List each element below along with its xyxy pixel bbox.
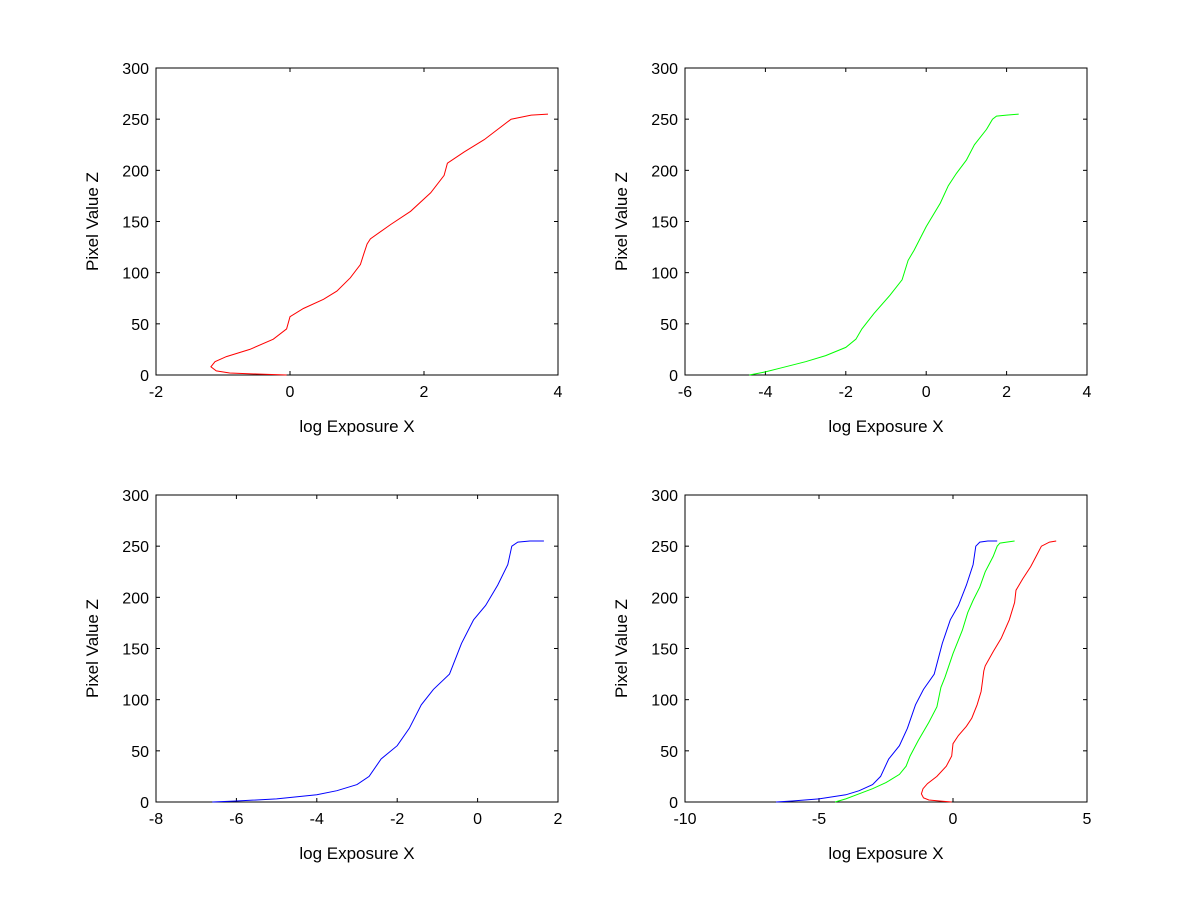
series-line-3	[920, 540, 1057, 803]
y-tick-label: 0	[140, 368, 149, 385]
y-tick-label: 300	[122, 488, 149, 505]
y-tick-label: 50	[131, 744, 149, 761]
y-tick-label: 250	[651, 539, 678, 556]
x-axis-label: log Exposure X	[828, 417, 943, 436]
subplot-2: -6 -4 -2 0 2 4 0 50 100 150 200 250 300 log Exposure …	[612, 61, 1092, 436]
series-line-1	[749, 113, 1019, 376]
y-tick-label: 100	[651, 693, 678, 710]
y-tick-label: 300	[651, 61, 678, 78]
x-tick-label: 4	[554, 384, 563, 401]
x-tick-label: 2	[554, 811, 563, 828]
y-axis-label: Pixel Value Z	[83, 599, 102, 698]
x-tick-label: 2	[420, 384, 429, 401]
x-tick-label: -6	[678, 384, 692, 401]
x-tick-label: 2	[1002, 384, 1011, 401]
x-tick-label: -2	[839, 384, 853, 401]
y-tick-label: 250	[122, 112, 149, 129]
y-tick-label: 250	[122, 539, 149, 556]
y-tick-label: 100	[122, 693, 149, 710]
y-tick-label: 0	[669, 795, 678, 812]
y-tick-label: 50	[660, 744, 678, 761]
x-tick-label: -2	[149, 384, 163, 401]
y-axis-label: Pixel Value Z	[612, 599, 631, 698]
x-tick-label: 4	[1083, 384, 1092, 401]
x-tick-label: 0	[949, 811, 958, 828]
y-tick-label: 150	[122, 215, 149, 232]
y-tick-label: 200	[122, 163, 149, 180]
y-tick-label: 0	[140, 795, 149, 812]
y-tick-label: 0	[669, 368, 678, 385]
x-tick-label: 0	[473, 811, 482, 828]
y-tick-label: 100	[651, 266, 678, 283]
y-tick-label: 200	[122, 590, 149, 607]
y-tick-label: 300	[651, 488, 678, 505]
x-tick-label: 0	[922, 384, 931, 401]
y-axis-label: Pixel Value Z	[612, 172, 631, 271]
series-line-1	[212, 540, 544, 803]
y-tick-label: 200	[651, 590, 678, 607]
plot-frame	[684, 67, 1088, 376]
x-tick-label: -5	[812, 811, 826, 828]
y-tick-label: 150	[122, 642, 149, 659]
y-axis-label: Pixel Value Z	[83, 172, 102, 271]
x-tick-label: -10	[673, 811, 696, 828]
y-tick-label: 300	[122, 61, 149, 78]
series-line-1	[210, 113, 549, 376]
x-tick-label: -4	[758, 384, 772, 401]
y-tick-label: 200	[651, 163, 678, 180]
subplot-3: -8 -6 -4 -2 0 2 0 50 100 150 200 250 300 log Exposure…	[83, 488, 563, 863]
x-tick-label: 5	[1083, 811, 1092, 828]
x-axis-label: log Exposure X	[828, 844, 943, 863]
x-tick-label: -6	[229, 811, 243, 828]
y-tick-label: 100	[122, 266, 149, 283]
x-tick-label: -2	[390, 811, 404, 828]
y-tick-label: 250	[651, 112, 678, 129]
x-axis-label: log Exposure X	[299, 417, 414, 436]
x-tick-label: -4	[310, 811, 324, 828]
plot-frame	[155, 67, 559, 376]
plot-frame	[684, 494, 1088, 803]
x-tick-label: -8	[149, 811, 163, 828]
y-tick-label: 150	[651, 215, 678, 232]
plot-frame	[155, 494, 559, 803]
y-tick-label: 150	[651, 642, 678, 659]
series-line-1	[776, 540, 998, 803]
y-tick-label: 50	[131, 317, 149, 334]
y-tick-label: 50	[660, 317, 678, 334]
series-line-2	[834, 540, 1015, 803]
x-tick-label: 0	[286, 384, 295, 401]
x-axis-label: log Exposure X	[299, 844, 414, 863]
